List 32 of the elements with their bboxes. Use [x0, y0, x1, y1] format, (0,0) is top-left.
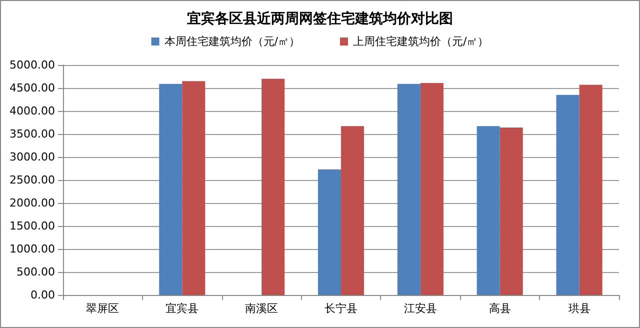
x-tick-label: 宜宾县	[166, 302, 199, 315]
x-tick-label: 高县	[488, 302, 511, 315]
bar	[341, 126, 364, 295]
x-tick-label: 江安县	[404, 302, 437, 315]
bar	[476, 126, 500, 295]
y-tick-label: 4500.00	[10, 82, 55, 94]
bar	[262, 78, 285, 295]
bar	[397, 84, 420, 295]
y-tick-label: 5000.00	[10, 58, 55, 72]
bar	[500, 128, 523, 295]
legend-label: 本周住宅建筑均价（元/㎡）	[164, 35, 300, 48]
y-tick-label: 500.00	[16, 266, 55, 278]
y-tick-label: 2500.00	[10, 174, 55, 186]
bar	[182, 81, 206, 295]
y-tick-label: 4000.00	[10, 104, 55, 118]
x-tick-label: 长宁县	[324, 302, 358, 315]
y-tick-label: 2000.00	[10, 196, 55, 210]
bar	[556, 94, 580, 295]
x-tick-label: 翠屏区	[86, 302, 120, 315]
y-tick-label: 3500.00	[10, 128, 55, 140]
y-tick-label: 1500.00	[10, 220, 55, 232]
chart-title: 宜宾各区县近两周网签住宅建筑均价对比图	[187, 10, 453, 27]
bar	[159, 84, 182, 295]
x-tick-label: 珙县	[568, 302, 590, 315]
bar	[318, 169, 341, 295]
y-tick-label: 3000.00	[10, 150, 55, 164]
bar	[579, 84, 602, 295]
x-tick-label: 南溪区	[245, 302, 278, 315]
y-tick-label: 0.00	[30, 288, 55, 302]
legend-label: 上周住宅建筑均价（元/㎡）	[353, 35, 489, 48]
y-tick-label: 1000.00	[10, 242, 55, 256]
bar	[420, 82, 444, 295]
